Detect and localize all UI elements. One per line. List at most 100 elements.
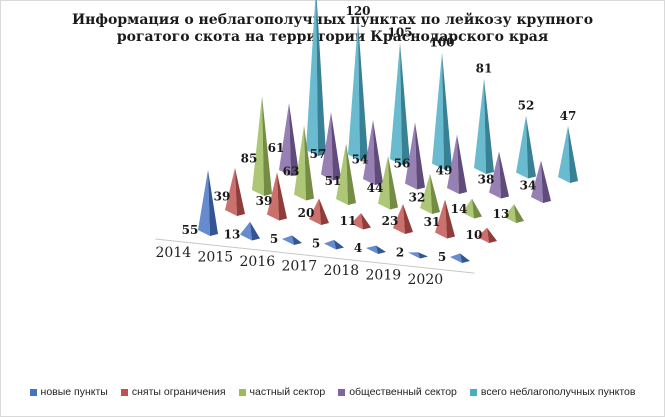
pyramid-bar bbox=[225, 167, 245, 216]
data-label: 120 bbox=[345, 4, 370, 18]
pyramid-bar bbox=[462, 198, 482, 219]
data-label: 5 bbox=[438, 250, 446, 264]
pyramid-bar bbox=[378, 155, 398, 210]
chart-title: Информация о неблагополучных пунктах по … bbox=[0, 12, 665, 46]
pyramid-bar bbox=[420, 173, 440, 214]
category-label: 2016 bbox=[240, 254, 276, 270]
data-label: 57 bbox=[310, 147, 327, 161]
data-label: 52 bbox=[518, 99, 535, 113]
legend-swatch bbox=[238, 388, 246, 396]
category-label: 2019 bbox=[366, 268, 402, 284]
data-label: 51 bbox=[325, 174, 342, 188]
pyramid-bar bbox=[348, 20, 368, 161]
data-label: 13 bbox=[224, 228, 241, 242]
data-label: 55 bbox=[182, 223, 199, 237]
pyramid-bar bbox=[309, 198, 329, 225]
pyramid-bar bbox=[198, 169, 218, 236]
floor-edge bbox=[155, 238, 475, 274]
data-label: 63 bbox=[283, 165, 300, 179]
pyramid-bar bbox=[531, 160, 551, 203]
data-label: 20 bbox=[298, 206, 315, 220]
pyramid-bar bbox=[282, 235, 302, 245]
pyramid-bar bbox=[279, 103, 299, 176]
pyramid-bar bbox=[294, 125, 314, 201]
legend-swatch bbox=[29, 388, 37, 396]
pyramid-bar bbox=[450, 253, 470, 263]
legend-swatch bbox=[338, 388, 346, 396]
data-label: 14 bbox=[451, 202, 468, 216]
data-label: 11 bbox=[340, 214, 357, 228]
pyramid-bar bbox=[366, 245, 386, 254]
data-label: 81 bbox=[476, 61, 493, 75]
data-label: 4 bbox=[354, 241, 362, 255]
data-label: 32 bbox=[409, 190, 426, 204]
pyramid-bar bbox=[489, 151, 509, 199]
chart-data-labels: 1461201051008152476157545649383485635144… bbox=[182, 4, 577, 264]
data-label: 10 bbox=[466, 228, 483, 242]
data-label: 38 bbox=[478, 172, 495, 186]
category-label: 2020 bbox=[408, 272, 444, 288]
data-label: 5 bbox=[312, 237, 320, 251]
pyramid-bar bbox=[267, 172, 287, 221]
pyramid-bar bbox=[363, 119, 383, 185]
pyramid-bar bbox=[252, 95, 272, 196]
legend-item: новые пункты bbox=[29, 386, 108, 398]
data-label: 61 bbox=[268, 141, 285, 155]
data-label: 5 bbox=[270, 232, 278, 246]
pyramid-bar bbox=[306, 0, 326, 156]
chart-category-labels: 2014 2015 2016 2017 2018 2019 2020 bbox=[156, 245, 444, 288]
chart-legend: новые пункты сняты ограничения частный сек… bbox=[0, 386, 665, 398]
legend-label: общественный сектор bbox=[349, 386, 457, 398]
legend-item: всего неблагополучных пунктов bbox=[469, 386, 636, 398]
legend-label: сняты ограничения bbox=[131, 386, 226, 398]
legend-label: всего неблагополучных пунктов bbox=[480, 386, 636, 398]
legend-swatch bbox=[469, 388, 477, 396]
data-label: 100 bbox=[429, 36, 454, 50]
chart-marks bbox=[198, 0, 578, 263]
data-label: 34 bbox=[520, 179, 537, 193]
data-label: 13 bbox=[493, 207, 510, 221]
category-label: 2017 bbox=[282, 259, 318, 275]
data-label: 54 bbox=[352, 153, 369, 167]
pyramid-bar bbox=[558, 125, 578, 183]
legend-item: общественный сектор bbox=[338, 386, 457, 398]
data-label: 39 bbox=[214, 190, 231, 204]
pyramid-bar bbox=[447, 134, 467, 194]
chart-floor bbox=[155, 238, 475, 274]
data-label: 85 bbox=[241, 151, 258, 165]
legend-label: частный сектор bbox=[249, 386, 326, 398]
data-label: 49 bbox=[436, 164, 453, 178]
data-label: 23 bbox=[382, 214, 399, 228]
legend-item: частный сектор bbox=[238, 386, 326, 398]
chart-title-line-2: рогатого скота на территории Краснодарск… bbox=[116, 29, 549, 45]
pyramid-bar bbox=[351, 213, 371, 230]
data-label: 39 bbox=[256, 194, 273, 208]
pyramid-bar bbox=[324, 239, 344, 250]
pyramid-bar bbox=[516, 115, 536, 179]
data-label: 105 bbox=[387, 25, 412, 39]
pyramid-bar bbox=[390, 42, 410, 165]
pyramid-bar bbox=[477, 227, 497, 243]
pyramid-bar bbox=[393, 204, 413, 234]
data-label: 47 bbox=[560, 109, 577, 123]
data-label: 56 bbox=[394, 156, 411, 170]
legend-swatch bbox=[120, 388, 128, 396]
pyramid-bar bbox=[336, 143, 356, 205]
pyramid-bar bbox=[432, 52, 452, 170]
data-label: 2 bbox=[396, 246, 404, 260]
chart-title-line-1: Информация о неблагополучных пунктах по … bbox=[71, 12, 594, 28]
pyramid-bar bbox=[240, 221, 260, 241]
data-label: 31 bbox=[424, 215, 441, 229]
pyramid-bar bbox=[504, 204, 524, 223]
pyramid-bar bbox=[408, 252, 428, 259]
pyramid-bar bbox=[474, 78, 494, 174]
category-label: 2018 bbox=[324, 263, 360, 279]
legend-label: новые пункты bbox=[40, 386, 108, 398]
pyramid-bar bbox=[435, 199, 455, 239]
category-label: 2015 bbox=[198, 250, 234, 266]
legend-item: сняты ограничения bbox=[120, 386, 226, 398]
pyramid-bar bbox=[321, 112, 341, 181]
data-label: 44 bbox=[367, 181, 384, 195]
category-label: 2014 bbox=[156, 245, 192, 261]
